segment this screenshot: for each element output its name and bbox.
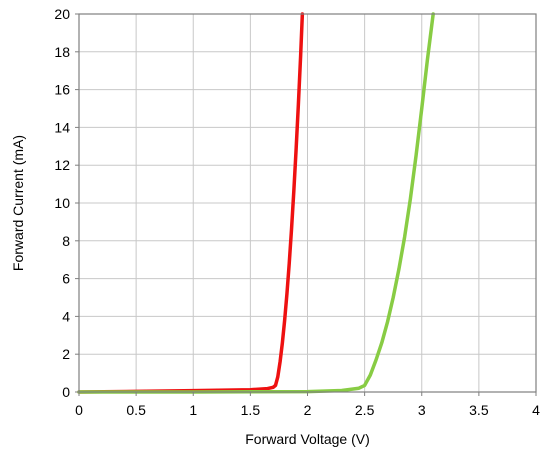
x-tick-label: 3 [418,402,426,418]
y-tick-label: 4 [62,308,70,324]
grid-lines [79,14,536,392]
x-axis-ticks: 0 0.5 1 1.5 2 2.5 3 3.5 4 [75,392,540,418]
y-axis-title: Forward Current (mA) [10,135,26,271]
y-tick-label: 2 [62,346,70,362]
x-tick-label: 2 [304,402,312,418]
y-tick-label: 0 [62,384,70,400]
y-tick-label: 14 [54,119,70,135]
x-tick-label: 3.5 [469,402,489,418]
y-tick-label: 12 [54,157,70,173]
x-tick-label: 1 [189,402,197,418]
y-axis-ticks: 0 2 4 6 8 10 12 14 16 18 20 [54,6,79,400]
y-tick-label: 20 [54,6,70,22]
y-tick-label: 6 [62,271,70,287]
x-tick-label: 0.5 [126,402,146,418]
x-tick-label: 4 [532,402,540,418]
x-tick-label: 2.5 [355,402,375,418]
data-series [77,12,435,394]
y-tick-label: 16 [54,82,70,98]
series-line-1 [77,12,305,394]
x-tick-label: 1.5 [241,402,261,418]
series-line-2 [77,12,435,394]
y-tick-label: 10 [54,195,70,211]
y-tick-label: 18 [54,44,70,60]
x-tick-label: 0 [75,402,83,418]
y-tick-label: 8 [62,233,70,249]
x-axis-title: Forward Voltage (V) [245,431,370,447]
